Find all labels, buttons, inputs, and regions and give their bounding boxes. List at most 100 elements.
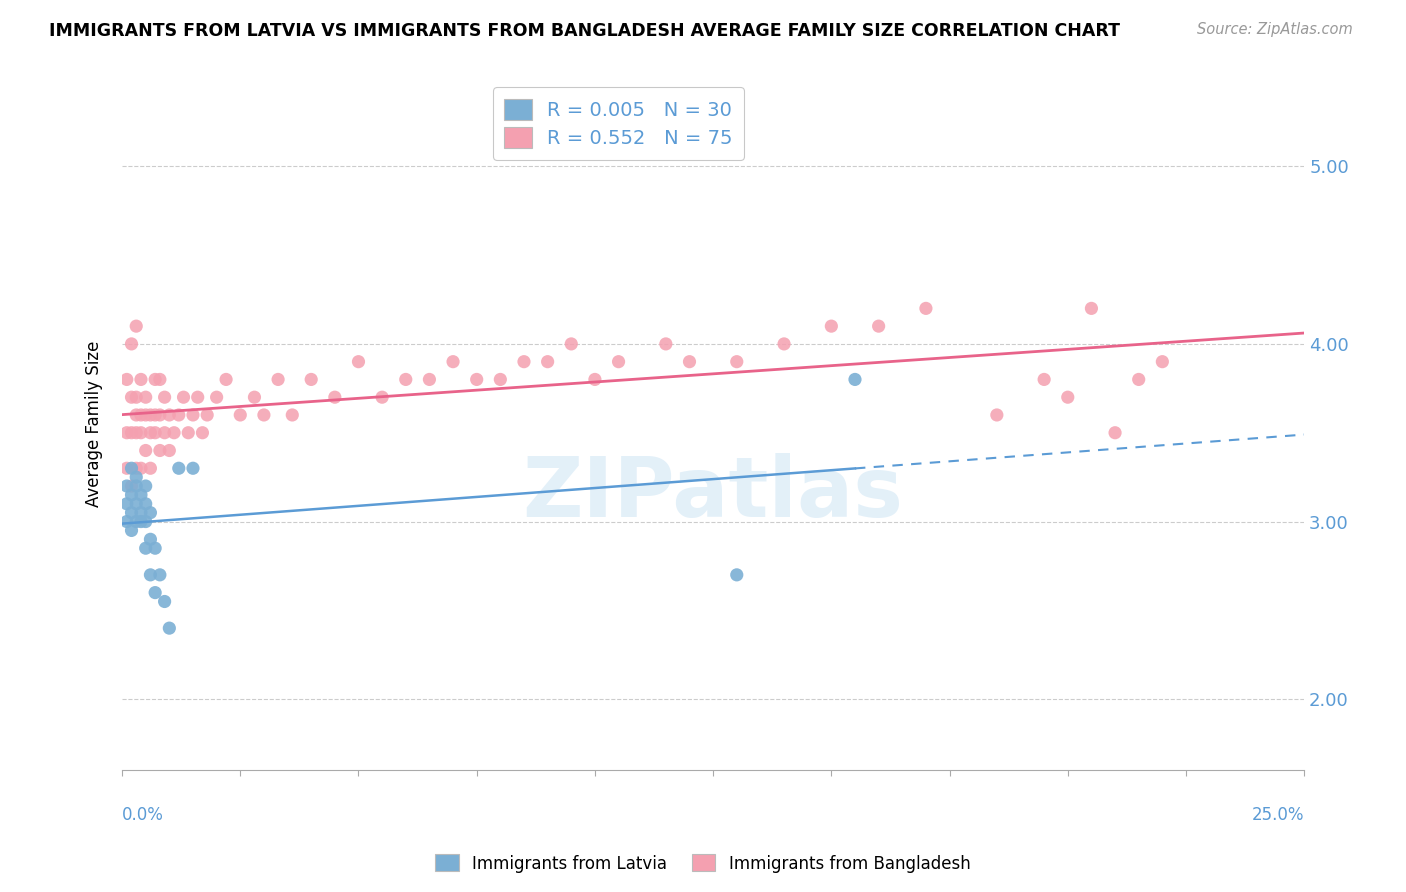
Point xyxy=(281,408,304,422)
Point xyxy=(121,390,143,404)
Point xyxy=(299,372,322,386)
Point xyxy=(125,425,148,440)
Point xyxy=(253,408,276,422)
Point xyxy=(125,390,148,404)
Point xyxy=(115,515,138,529)
Point xyxy=(125,479,148,493)
Point xyxy=(167,461,190,475)
Point xyxy=(115,479,138,493)
Point xyxy=(143,541,166,556)
Point xyxy=(215,372,238,386)
Point xyxy=(153,390,176,404)
Point xyxy=(1152,354,1174,368)
Text: 25.0%: 25.0% xyxy=(1251,805,1305,824)
Point xyxy=(177,425,200,440)
Point xyxy=(125,408,148,422)
Point xyxy=(678,354,700,368)
Point xyxy=(915,301,938,316)
Point xyxy=(441,354,464,368)
Point xyxy=(323,390,346,404)
Point xyxy=(267,372,290,386)
Point xyxy=(121,337,143,351)
Point xyxy=(560,337,582,351)
Text: ZIPatlas: ZIPatlas xyxy=(523,452,904,533)
Point xyxy=(135,515,157,529)
Point xyxy=(129,488,152,502)
Point xyxy=(149,408,172,422)
Text: Source: ZipAtlas.com: Source: ZipAtlas.com xyxy=(1197,22,1353,37)
Point xyxy=(129,506,152,520)
Point xyxy=(121,461,143,475)
Point xyxy=(129,515,152,529)
Point xyxy=(868,319,890,334)
Point xyxy=(1080,301,1102,316)
Point xyxy=(167,408,190,422)
Point xyxy=(418,372,440,386)
Point xyxy=(157,408,180,422)
Point xyxy=(115,497,138,511)
Point xyxy=(820,319,842,334)
Point xyxy=(139,506,162,520)
Point xyxy=(371,390,394,404)
Point xyxy=(121,479,143,493)
Point xyxy=(129,372,152,386)
Point xyxy=(135,443,157,458)
Point xyxy=(143,372,166,386)
Point xyxy=(129,408,152,422)
Point xyxy=(139,567,162,582)
Point xyxy=(121,425,143,440)
Point xyxy=(125,461,148,475)
Point xyxy=(135,541,157,556)
Point xyxy=(489,372,512,386)
Point xyxy=(153,594,176,608)
Point xyxy=(143,425,166,440)
Point xyxy=(125,497,148,511)
Point xyxy=(153,425,176,440)
Legend: R = 0.005   N = 30, R = 0.552   N = 75: R = 0.005 N = 30, R = 0.552 N = 75 xyxy=(492,87,744,160)
Point xyxy=(157,443,180,458)
Point xyxy=(125,319,148,334)
Point xyxy=(115,425,138,440)
Point xyxy=(986,408,1008,422)
Point xyxy=(139,533,162,547)
Point xyxy=(1104,425,1126,440)
Point xyxy=(125,470,148,484)
Point xyxy=(115,372,138,386)
Point xyxy=(115,461,138,475)
Point xyxy=(465,372,488,386)
Point xyxy=(139,408,162,422)
Point xyxy=(347,354,370,368)
Point xyxy=(143,408,166,422)
Point xyxy=(243,390,266,404)
Point xyxy=(195,408,218,422)
Point xyxy=(187,390,209,404)
Point xyxy=(1056,390,1078,404)
Text: IMMIGRANTS FROM LATVIA VS IMMIGRANTS FROM BANGLADESH AVERAGE FAMILY SIZE CORRELA: IMMIGRANTS FROM LATVIA VS IMMIGRANTS FRO… xyxy=(49,22,1121,40)
Point xyxy=(1128,372,1150,386)
Legend: Immigrants from Latvia, Immigrants from Bangladesh: Immigrants from Latvia, Immigrants from … xyxy=(429,847,977,880)
Point xyxy=(583,372,606,386)
Point xyxy=(536,354,558,368)
Point xyxy=(844,372,866,386)
Point xyxy=(205,390,228,404)
Point xyxy=(121,488,143,502)
Point xyxy=(149,443,172,458)
Point xyxy=(725,567,748,582)
Point xyxy=(139,461,162,475)
Point xyxy=(129,461,152,475)
Point xyxy=(181,408,204,422)
Point xyxy=(135,408,157,422)
Point xyxy=(129,425,152,440)
Y-axis label: Average Family Size: Average Family Size xyxy=(86,341,103,507)
Point xyxy=(157,621,180,635)
Point xyxy=(513,354,536,368)
Text: 0.0%: 0.0% xyxy=(122,805,165,824)
Point xyxy=(135,390,157,404)
Point xyxy=(191,425,214,440)
Point xyxy=(1033,372,1056,386)
Point xyxy=(135,479,157,493)
Point xyxy=(773,337,796,351)
Point xyxy=(229,408,252,422)
Point xyxy=(149,567,172,582)
Point xyxy=(607,354,630,368)
